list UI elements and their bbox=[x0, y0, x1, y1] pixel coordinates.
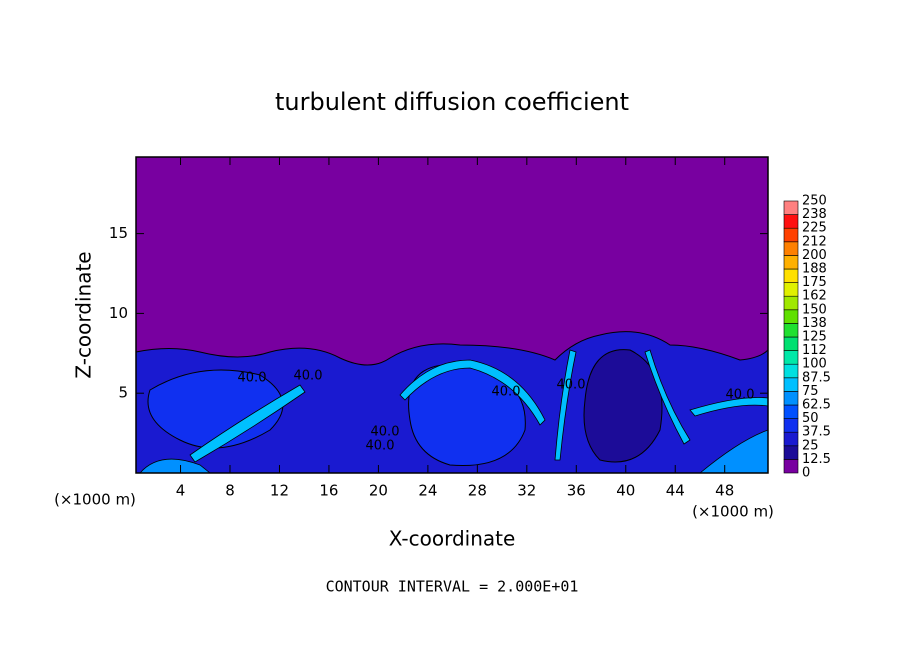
x-tick-label: 28 bbox=[468, 482, 487, 500]
contour-label: 40.0 bbox=[371, 425, 400, 440]
chart-title: turbulent diffusion coefficient bbox=[275, 88, 629, 116]
x-unit-label: (×1000 m) bbox=[54, 491, 136, 509]
field bbox=[135, 157, 769, 474]
x-tick-label: 16 bbox=[319, 482, 338, 500]
colorbar-label: 150 bbox=[802, 302, 827, 317]
colorbar-box bbox=[783, 268, 799, 283]
x-tick-label: 12 bbox=[270, 482, 289, 500]
colorbar-label: 50 bbox=[802, 411, 819, 426]
field-region bbox=[554, 349, 577, 461]
colorbar-label: 212 bbox=[802, 234, 827, 249]
colorbar-label: 225 bbox=[802, 221, 827, 236]
x-tick-label: 48 bbox=[715, 482, 734, 500]
colorbar-box bbox=[783, 200, 799, 215]
x-tick-label: 20 bbox=[369, 482, 388, 500]
colorbar-label: 250 bbox=[802, 194, 827, 209]
footer: CONTOUR INTERVAL = 2.000E+01 bbox=[326, 578, 579, 596]
colorbar-box bbox=[783, 214, 799, 229]
colorbar-box bbox=[783, 459, 799, 474]
colorbar-label: 238 bbox=[802, 207, 827, 222]
field-region bbox=[583, 349, 663, 463]
colorbar-label: 162 bbox=[802, 289, 827, 304]
y-tick-label: 5 bbox=[118, 384, 128, 402]
contour-label: 40.0 bbox=[238, 371, 267, 386]
colorbar-box bbox=[783, 336, 799, 351]
field-region bbox=[189, 384, 306, 463]
x-tick-label: 24 bbox=[418, 482, 437, 500]
colorbar-label: 37.5 bbox=[802, 425, 831, 440]
y-axis-label: Z-coordinate bbox=[72, 251, 96, 378]
colorbar-box bbox=[783, 377, 799, 392]
colorbar-label: 138 bbox=[802, 316, 827, 331]
x-tick-label: 8 bbox=[225, 482, 235, 500]
colorbar-box bbox=[783, 255, 799, 270]
x-tick-label: 4 bbox=[176, 482, 186, 500]
x-tick-label: 32 bbox=[517, 482, 536, 500]
colorbar-box bbox=[783, 391, 799, 406]
field-region bbox=[139, 458, 212, 474]
x-axis-label: X-coordinate bbox=[389, 527, 516, 551]
colorbar-box bbox=[783, 241, 799, 256]
x-tick-label: 44 bbox=[666, 482, 685, 500]
colorbar-label: 125 bbox=[802, 330, 827, 345]
contour-label: 40.0 bbox=[726, 388, 755, 403]
plot-frame bbox=[135, 156, 769, 474]
colorbar-label: 87.5 bbox=[802, 370, 831, 385]
colorbar-box bbox=[783, 323, 799, 338]
colorbar-label: 112 bbox=[802, 343, 827, 358]
colorbar-label: 12.5 bbox=[802, 452, 831, 467]
y-tick-label: 10 bbox=[109, 304, 128, 322]
colorbar-box bbox=[783, 227, 799, 243]
colorbar-box bbox=[783, 282, 799, 297]
colorbar-box bbox=[783, 404, 799, 419]
field-region bbox=[408, 364, 526, 467]
contour-label: 40.0 bbox=[294, 369, 323, 384]
colorbar-label: 25 bbox=[802, 438, 819, 453]
colorbar-label: 100 bbox=[802, 357, 827, 372]
colorbar-label: 62.5 bbox=[802, 398, 831, 413]
colorbar-box bbox=[783, 350, 799, 365]
colorbar-label: 0 bbox=[802, 466, 810, 481]
colorbar-box bbox=[783, 418, 799, 433]
colorbar-box bbox=[783, 431, 799, 447]
x-tick-label: 36 bbox=[567, 482, 586, 500]
colorbar-label: 188 bbox=[802, 262, 827, 277]
colorbar-box bbox=[783, 445, 799, 460]
colorbar-label: 200 bbox=[802, 248, 827, 263]
colorbar-label: 175 bbox=[802, 275, 827, 290]
colorbar-box bbox=[783, 309, 799, 324]
field-region bbox=[644, 349, 691, 445]
colorbar-box bbox=[783, 363, 799, 379]
field-region bbox=[399, 359, 546, 426]
x-tick-label: 40 bbox=[616, 482, 635, 500]
colorbar-label: 75 bbox=[802, 384, 819, 399]
contour-label: 40.0 bbox=[557, 378, 586, 393]
colorbar-box bbox=[783, 295, 799, 311]
x-unit-label: (×1000 m) bbox=[692, 503, 774, 521]
contour-label: 40.0 bbox=[366, 439, 395, 454]
contour-label: 40.0 bbox=[492, 385, 521, 400]
y-tick-label: 15 bbox=[109, 224, 128, 242]
